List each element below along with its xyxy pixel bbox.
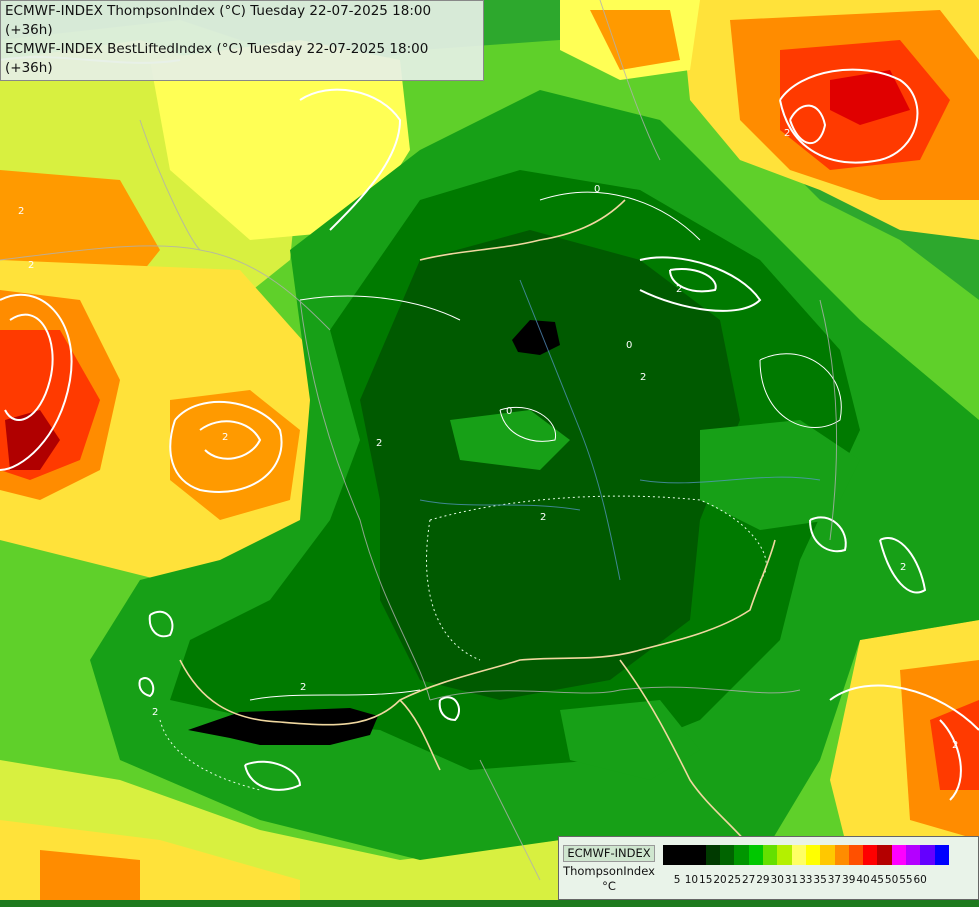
- contour-label: 0: [506, 406, 512, 417]
- contour-label: 2: [900, 562, 906, 573]
- legend-swatch: [820, 845, 835, 865]
- map-title-box: ECMWF-INDEX ThompsonIndex (°C) Tuesday 2…: [0, 0, 484, 81]
- legend-tick-label: 50: [884, 874, 899, 886]
- contour-label: 2: [784, 128, 790, 139]
- contour-label-group: 2 2 2 2 0 0 0 2 2 2 2 2 2 2 2: [18, 128, 958, 751]
- field-zone-orange-south: [40, 850, 140, 900]
- contour-label: 0: [626, 340, 632, 351]
- field-patch-green-2: [700, 420, 860, 530]
- legend-swatch: [863, 845, 878, 865]
- legend-tick-label: 20: [713, 874, 727, 886]
- legend-tick-label: 60: [913, 874, 927, 886]
- contour-label: 2: [676, 284, 682, 295]
- legend-swatch: [934, 845, 949, 865]
- legend-swatch: [691, 845, 706, 865]
- legend-tick-label: 25: [727, 874, 742, 886]
- field-zone-darkest-green: [360, 230, 740, 700]
- legend-swatch: [891, 845, 907, 865]
- field-zone-orange-center-west: [170, 390, 300, 520]
- legend-tick-label: 15: [699, 874, 713, 886]
- contour-lines-dotted: [159, 495, 767, 791]
- legend-tick-label: 30: [770, 874, 784, 886]
- country-borders: [0, 0, 838, 881]
- legend-swatch: [848, 845, 864, 865]
- contour-label: 2: [300, 682, 306, 693]
- contour-label: 2: [28, 260, 34, 271]
- map-title-line-2: ECMWF-INDEX BestLiftedIndex (°C) Tuesday…: [5, 41, 429, 76]
- legend-tick-row: 5 10 15 20 25 27 29 30 31 33 35 37 39 40 45 50 55 60: [663, 874, 927, 888]
- legend-swatch: [791, 845, 806, 865]
- legend-tick-label: 39: [842, 874, 856, 886]
- legend-swatch: [734, 845, 749, 865]
- contour-label: 2: [952, 740, 958, 751]
- contour-label: 2: [222, 432, 228, 443]
- field-cell-black-south: [188, 708, 378, 745]
- legend-swatch: [777, 845, 792, 865]
- legend-swatch: [906, 845, 921, 865]
- contour-label: 2: [18, 206, 24, 217]
- legend-tick-label: 33: [799, 874, 813, 886]
- legend-color-bar: [663, 845, 949, 865]
- contour-label: 0: [594, 184, 600, 195]
- highlighted-border: [179, 199, 776, 861]
- contour-label: 2: [640, 372, 646, 383]
- contour-lines-thin: [249, 191, 842, 701]
- legend-swatch: [920, 845, 935, 865]
- legend-tick-label: 31: [784, 874, 799, 886]
- legend-tick-label: 45: [870, 874, 884, 886]
- legend-tick-spacer: [663, 874, 670, 888]
- legend-tick-label: 10: [684, 874, 699, 886]
- legend-swatch: [834, 845, 849, 865]
- legend-tick-label: 37: [827, 874, 842, 886]
- legend-tick-label: 55: [899, 874, 913, 886]
- field-cell-black-north: [512, 320, 560, 355]
- legend-subtitle: ThompsonIndex: [563, 864, 655, 878]
- field-zone-darkred-west: [5, 410, 60, 470]
- legend-tick-label: 35: [813, 874, 827, 886]
- legend-swatch: [805, 845, 821, 865]
- legend-unit: °C: [602, 879, 616, 893]
- legend-swatch: [748, 845, 764, 865]
- legend-swatch: [705, 845, 721, 865]
- map-title-line-1: ECMWF-INDEX ThompsonIndex (°C) Tuesday 2…: [5, 3, 432, 38]
- contour-label: 2: [376, 438, 382, 449]
- field-patch-green-1: [450, 410, 570, 470]
- legend-label-block: ECMWF-INDEX ThompsonIndex °C: [559, 837, 659, 907]
- legend-tick-label: 29: [756, 874, 770, 886]
- field-zone-darkred-northeast: [830, 70, 910, 125]
- color-legend: ECMWF-INDEX ThompsonIndex °C 5 10 15 20 25 27…: [558, 836, 979, 900]
- field-patch-green-3: [560, 700, 700, 780]
- legend-tick-label: 27: [741, 874, 756, 886]
- legend-title: ECMWF-INDEX: [563, 845, 655, 862]
- rivers: [419, 279, 821, 581]
- legend-tick-label: 40: [856, 874, 870, 886]
- legend-swatch: [877, 845, 892, 865]
- legend-swatch: [720, 845, 735, 865]
- legend-swatch: [763, 845, 778, 865]
- legend-tick-label: 5: [673, 874, 681, 886]
- field-zone-orange-north-center: [590, 10, 680, 70]
- contour-lines: [0, 56, 979, 801]
- legend-swatch: [663, 845, 678, 865]
- legend-swatch: [677, 845, 692, 865]
- contour-label: 2: [540, 512, 546, 523]
- contour-label: 2: [152, 707, 158, 718]
